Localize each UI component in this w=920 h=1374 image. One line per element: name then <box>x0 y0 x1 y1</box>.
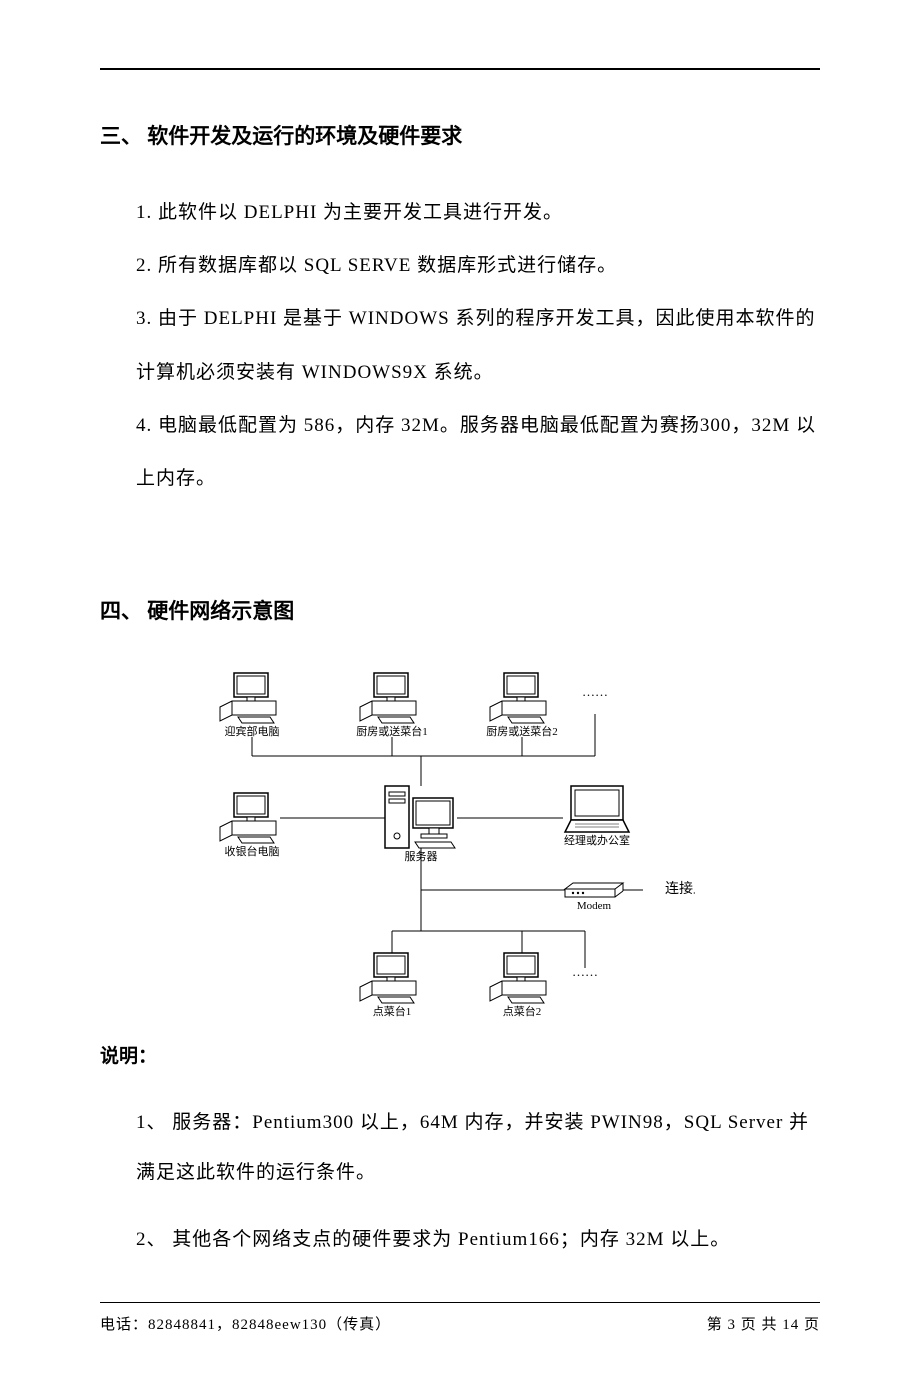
section3-body: 1. 此软件以 DELPHI 为主要开发工具进行开发。2. 所有数据库都以 SQ… <box>100 186 820 505</box>
explain-label: 说明： <box>100 1041 820 1068</box>
svg-text:经理或办公室: 经理或办公室 <box>564 833 630 847</box>
svg-text:连接上网: 连接上网 <box>665 880 695 897</box>
svg-text:点菜台2: 点菜台2 <box>503 1004 542 1018</box>
svg-text:Modem: Modem <box>577 900 612 912</box>
svg-text:收银台电脑: 收银台电脑 <box>225 844 280 858</box>
explain-item-2: 2、 其他各个网络支点的硬件要求为 Pentium166；内存 32M 以上。 <box>100 1215 820 1264</box>
spacer <box>100 505 820 595</box>
svg-text:厨房或送菜台1: 厨房或送菜台1 <box>356 724 428 738</box>
section3-heading: 三、 软件开发及运行的环境及硬件要求 <box>100 120 820 150</box>
svg-text:厨房或送菜台2: 厨房或送菜台2 <box>486 724 558 738</box>
footer-right: 第 3 页 共 14 页 <box>707 1313 820 1334</box>
document-page: 三、 软件开发及运行的环境及硬件要求 1. 此软件以 DELPHI 为主要开发工… <box>0 0 920 1374</box>
svg-text:迎宾部电脑: 迎宾部电脑 <box>225 724 280 738</box>
svg-text:……: …… <box>582 684 608 699</box>
footer-left: 电话：82848841，82848eew130（传真） <box>100 1313 391 1334</box>
svg-text:点菜台1: 点菜台1 <box>373 1004 412 1018</box>
section4-heading: 四、 硬件网络示意图 <box>100 595 820 625</box>
page-footer: 电话：82848841，82848eew130（传真） 第 3 页 共 14 页 <box>100 1302 820 1334</box>
explain-item-1: 1、 服务器：Pentium300 以上，64M 内存，并安装 PWIN98，S… <box>100 1098 820 1197</box>
top-rule <box>100 68 820 70</box>
network-diagram: 迎宾部电脑厨房或送菜台1厨房或送菜台2……收银台电脑服务器经理或办公室Modem… <box>185 661 695 1031</box>
